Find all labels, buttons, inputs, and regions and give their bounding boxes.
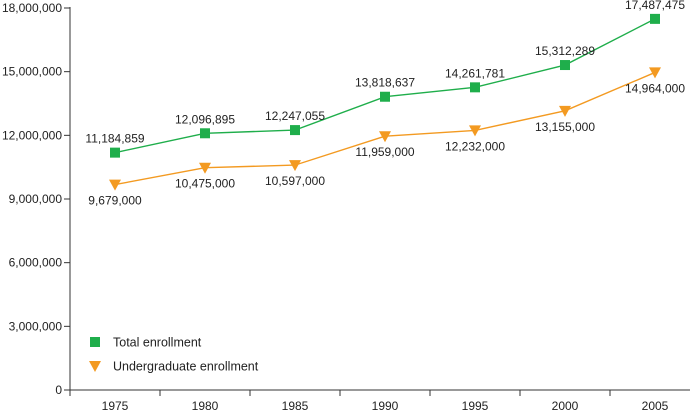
- data-point-triangle: [559, 105, 571, 117]
- legend: Total enrollment Undergraduate enrollment: [89, 336, 259, 374]
- x-tick-label: 1995: [462, 399, 489, 413]
- legend-swatch-triangle: [89, 361, 101, 372]
- data-label: 12,247,055: [265, 109, 325, 123]
- data-label: 12,232,000: [445, 139, 505, 153]
- data-label: 9,679,000: [88, 194, 142, 208]
- y-axis-ticks: 0 3,000,000 6,000,000 9,000,000 12,000,000 15…: [2, 1, 70, 397]
- legend-swatch-square: [90, 337, 100, 347]
- data-label: 10,475,000: [175, 177, 235, 191]
- data-label: 10,597,000: [265, 174, 325, 188]
- x-tick-label: 1980: [192, 399, 219, 413]
- y-tick-label: 18,000,000: [2, 1, 62, 15]
- x-tick-label: 1975: [102, 399, 129, 413]
- data-point-triangle: [109, 179, 121, 191]
- y-tick-label: 12,000,000: [2, 128, 62, 142]
- data-label: 11,184,859: [85, 132, 144, 146]
- legend-label: Undergraduate enrollment: [113, 360, 259, 374]
- x-tick-label: 1990: [372, 399, 399, 413]
- series-layer: 11,184,859 12,096,895 12,247,055 13,818,637…: [85, 0, 685, 208]
- data-point-square: [380, 91, 390, 102]
- data-label: 17,487,475: [625, 0, 685, 12]
- data-point-square: [200, 128, 210, 139]
- x-tick-label: 1985: [282, 399, 309, 413]
- data-point-triangle: [469, 125, 481, 137]
- y-tick-label: 6,000,000: [9, 256, 63, 270]
- y-tick-label: 9,000,000: [9, 192, 63, 206]
- data-label: 13,155,000: [535, 120, 595, 134]
- data-point-square: [560, 60, 570, 71]
- data-label: 12,096,895: [175, 112, 235, 126]
- data-label: 13,818,637: [355, 76, 415, 90]
- data-point-triangle: [379, 131, 391, 143]
- data-point-square: [290, 125, 300, 136]
- data-label: 11,959,000: [355, 145, 414, 159]
- y-tick-label: 0: [55, 383, 62, 397]
- legend-label: Total enrollment: [113, 336, 202, 350]
- data-point-triangle: [199, 162, 211, 174]
- data-label: 14,261,781: [445, 66, 505, 80]
- x-tick-label: 2005: [642, 399, 669, 413]
- y-tick-label: 3,000,000: [9, 319, 63, 333]
- data-point-triangle: [289, 160, 301, 172]
- series-total-enrollment: 11,184,859 12,096,895 12,247,055 13,818,637…: [85, 0, 685, 158]
- data-label: 15,312,289: [535, 44, 595, 58]
- data-point-square: [110, 147, 120, 158]
- x-axis-ticks: 1975 1980 1985 1990 1995 2000 2005: [69, 390, 669, 413]
- data-point-square: [650, 13, 660, 24]
- series-undergraduate-enrollment: 9,679,000 10,475,000 10,597,000 11,959,000 1…: [88, 67, 685, 208]
- data-label: 14,964,000: [625, 81, 685, 95]
- y-tick-label: 15,000,000: [2, 65, 62, 79]
- data-point-triangle: [649, 67, 661, 79]
- axes: [69, 7, 690, 391]
- data-point-square: [470, 82, 480, 93]
- x-tick-label: 2000: [552, 399, 579, 413]
